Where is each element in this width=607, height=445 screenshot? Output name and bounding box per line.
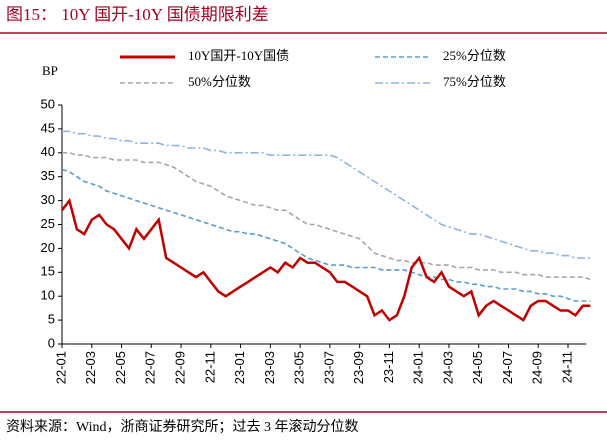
x-tick-label: 23-03 — [262, 351, 277, 384]
x-tick-label: 22-09 — [172, 351, 187, 384]
x-tick-label: 22-07 — [143, 351, 158, 384]
x-tick-label: 24-01 — [411, 351, 426, 384]
x-tick-label: 24-09 — [530, 351, 545, 384]
x-tick-label: 23-05 — [292, 351, 307, 384]
x-tick-label: 23-01 — [232, 351, 247, 384]
x-tick-label: 24-07 — [500, 351, 515, 384]
series-line — [62, 152, 591, 281]
legend-label: 50%分位数 — [188, 74, 251, 89]
x-tick-label: 23-07 — [321, 351, 336, 384]
y-tick-label: 10 — [41, 288, 55, 303]
y-tick-label: 30 — [41, 192, 55, 207]
chart-title: 图15： 10Y 国开-10Y 国债期限利差 — [6, 5, 269, 24]
legend-label: 75%分位数 — [443, 74, 506, 89]
x-tick-label: 23-09 — [351, 351, 366, 384]
x-tick-label: 22-01 — [53, 351, 68, 384]
y-tick-label: 20 — [41, 240, 55, 255]
y-tick-label: 45 — [41, 120, 55, 135]
y-tick-label: 50 — [41, 96, 55, 111]
x-tick-label: 22-03 — [83, 351, 98, 384]
series-line — [62, 130, 591, 259]
legend-label: 25%分位数 — [443, 48, 506, 63]
x-tick-label: 22-11 — [202, 351, 217, 383]
x-tick-label: 23-11 — [381, 351, 396, 383]
y-tick-label: 40 — [41, 144, 55, 159]
x-tick-label: 22-05 — [113, 351, 128, 384]
series-line — [61, 197, 591, 322]
y-tick-label: 5 — [48, 312, 55, 327]
x-tick-label: 24-05 — [470, 351, 485, 384]
y-tick-label: 25 — [41, 216, 55, 231]
y-tick-label: 35 — [41, 168, 55, 183]
source: 资料来源：Wind，浙商证券研究所；过去 3 年滚动分位数 — [6, 418, 359, 435]
legend-label: 10Y国开-10Y国债 — [188, 48, 289, 63]
series-line — [61, 168, 591, 302]
x-tick-label: 24-03 — [440, 351, 455, 384]
y-tick-label: 0 — [48, 335, 55, 350]
y-axis-label: BP — [42, 63, 58, 78]
y-tick-label: 15 — [41, 264, 55, 279]
x-tick-label: 24-11 — [559, 351, 574, 383]
